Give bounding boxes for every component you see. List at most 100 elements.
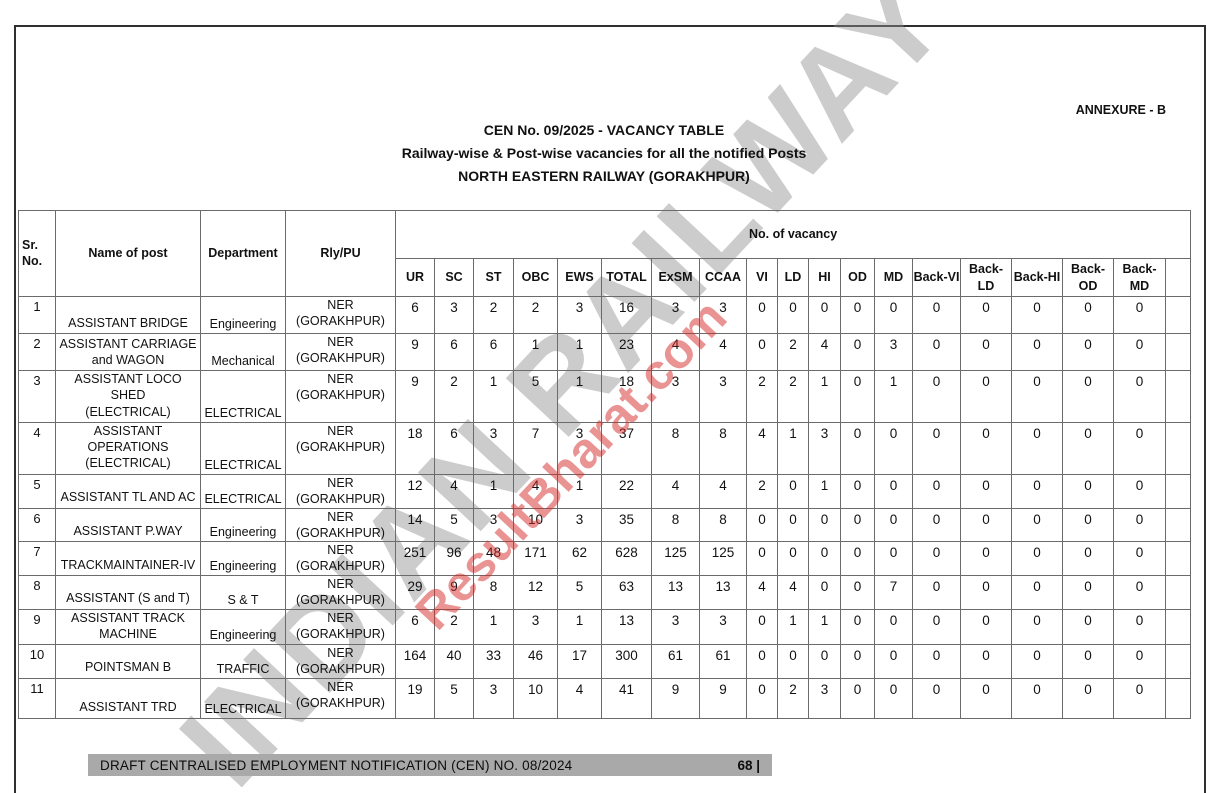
vacancy-value-cell: 0 (1062, 333, 1114, 371)
vacancy-value-cell: 1 (473, 608, 514, 645)
vacancy-value-cell: 0 (874, 608, 913, 645)
vacancy-value-cell: 0 (912, 677, 961, 719)
vacancy-value-cell: 6 (434, 333, 474, 371)
vacancy-value-cell: 6 (473, 333, 514, 371)
vacancy-value-cell: 125 (651, 541, 700, 576)
vacancy-value-cell: 5 (434, 507, 474, 542)
col-header-st: ST (473, 258, 514, 297)
sr-no-cell: 9 (18, 608, 56, 645)
page-title: CEN No. 09/2025 - VACANCY TABLE (483, 122, 725, 138)
col-header-ur: UR (395, 258, 435, 297)
vacancy-value-cell: 1 (513, 333, 558, 371)
vacancy-value-cell: 4 (557, 677, 602, 719)
post-name-cell: ASSISTANT TRACK MACHINE (55, 608, 201, 645)
vacancy-value-cell: 10 (513, 507, 558, 542)
vacancy-value-cell: 3 (808, 421, 841, 475)
department-cell: ELECTRICAL (200, 370, 286, 423)
col-group-header-no-of-vacancy: No. of vacancy (394, 210, 1192, 259)
vacancy-value-cell: 0 (1011, 473, 1063, 509)
vacancy-value-cell: 0 (777, 644, 809, 679)
vacancy-value-cell: 96 (434, 541, 474, 576)
vacancy-value-cell: 0 (746, 644, 778, 679)
vacancy-value-cell: 9 (651, 677, 700, 719)
vacancy-value-cell: 2 (434, 608, 474, 645)
empty-cell (1164, 608, 1192, 645)
vacancy-value-cell: 0 (746, 541, 778, 576)
col-header-back-vi: Back-VI (912, 258, 961, 297)
vacancy-value-cell: 0 (808, 296, 841, 334)
vacancy-value-cell: 0 (1113, 333, 1166, 371)
col-header-vi: VI (746, 258, 778, 297)
vacancy-value-cell: 0 (960, 677, 1012, 719)
col-header-ews: EWS (557, 258, 602, 297)
vacancy-value-cell: 0 (1113, 421, 1166, 475)
vacancy-value-cell: 0 (746, 677, 778, 719)
vacancy-value-cell: 0 (912, 333, 961, 371)
empty-header-cell (1164, 258, 1192, 297)
vacancy-value-cell: 3 (651, 608, 700, 645)
col-header-name-of-post: Name of post (55, 210, 201, 297)
vacancy-value-cell: 0 (1062, 541, 1114, 576)
vacancy-value-cell: 0 (960, 473, 1012, 509)
col-header-obc: OBC (513, 258, 558, 297)
post-name-cell: ASSISTANT P.WAY (55, 507, 201, 542)
post-name-cell: TRACKMAINTAINER-IV (55, 541, 201, 576)
vacancy-value-cell: 5 (434, 677, 474, 719)
vacancy-value-cell: 5 (557, 575, 602, 610)
page-border-right (1204, 25, 1206, 793)
vacancy-value-cell: 0 (912, 541, 961, 576)
vacancy-value-cell: 3 (651, 296, 700, 334)
vacancy-value-cell: 0 (840, 608, 875, 645)
col-header-department: Department (200, 210, 286, 297)
page-border-left (14, 25, 16, 793)
vacancy-value-cell: 0 (808, 541, 841, 576)
vacancy-value-cell: 0 (808, 507, 841, 542)
col-header-ccaa: CCAA (699, 258, 747, 297)
vacancy-value-cell: 0 (1062, 608, 1114, 645)
vacancy-value-cell: 0 (840, 644, 875, 679)
vacancy-value-cell: 8 (699, 421, 747, 475)
vacancy-value-cell: 0 (1011, 421, 1063, 475)
vacancy-value-cell: 18 (601, 370, 652, 423)
vacancy-value-cell: 9 (699, 677, 747, 719)
vacancy-value-cell: 3 (651, 370, 700, 423)
vacancy-value-cell: 61 (699, 644, 747, 679)
empty-cell (1164, 296, 1192, 334)
vacancy-value-cell: 0 (777, 507, 809, 542)
col-header-od: OD (840, 258, 875, 297)
vacancy-value-cell: 1 (473, 473, 514, 509)
sr-no-cell: 7 (18, 541, 56, 576)
post-name-cell: ASSISTANT BRIDGE (55, 296, 201, 334)
sr-no-cell: 4 (18, 421, 56, 475)
vacancy-value-cell: 0 (1062, 421, 1114, 475)
col-header-sc: SC (434, 258, 474, 297)
vacancy-value-cell: 0 (1062, 473, 1114, 509)
vacancy-value-cell: 1 (777, 608, 809, 645)
rly-pu-cell: NER (GORAKHPUR) (285, 575, 396, 610)
vacancy-value-cell: 0 (840, 333, 875, 371)
vacancy-value-cell: 0 (960, 421, 1012, 475)
vacancy-value-cell: 13 (601, 608, 652, 645)
vacancy-value-cell: 0 (1113, 507, 1166, 542)
vacancy-value-cell: 12 (513, 575, 558, 610)
vacancy-value-cell: 125 (699, 541, 747, 576)
vacancy-value-cell: 0 (840, 296, 875, 334)
sr-no-cell: 6 (18, 507, 56, 542)
vacancy-value-cell: 0 (912, 296, 961, 334)
vacancy-value-cell: 0 (874, 421, 913, 475)
table-row: 9 ASSISTANT TRACK MACHINE Engineering NER (… (18, 608, 1192, 645)
vacancy-value-cell: 0 (1113, 473, 1166, 509)
vacancy-value-cell: 0 (912, 473, 961, 509)
vacancy-value-cell: 3 (808, 677, 841, 719)
vacancy-value-cell: 3 (699, 608, 747, 645)
table-row: 8 ASSISTANT (S and T) S & T NER (GORAKHPUR)… (18, 575, 1192, 610)
vacancy-value-cell: 0 (1113, 370, 1166, 423)
vacancy-value-cell: 0 (912, 575, 961, 610)
vacancy-value-cell: 3 (874, 333, 913, 371)
vacancy-value-cell: 0 (840, 370, 875, 423)
vacancy-value-cell: 8 (699, 507, 747, 542)
vacancy-value-cell: 8 (473, 575, 514, 610)
vacancy-value-cell: 0 (1062, 575, 1114, 610)
vacancy-value-cell: 6 (434, 421, 474, 475)
